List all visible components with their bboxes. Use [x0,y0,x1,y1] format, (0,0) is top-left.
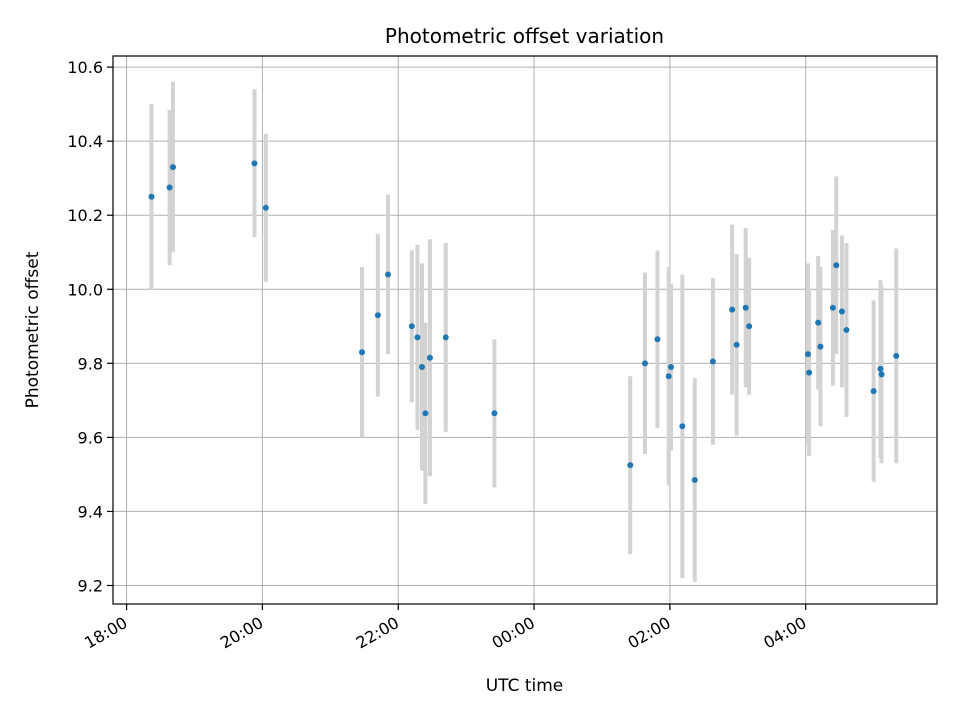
y-tick-label: 9.4 [78,502,103,521]
data-point [838,308,845,315]
data-point [169,164,176,171]
data-point [359,349,366,356]
y-axis-title: Photometric offset [23,251,43,408]
data-point [733,341,740,348]
data-point [843,327,850,333]
data-point [419,364,425,371]
data-point [654,336,661,343]
y-tick-label: 9.6 [78,428,103,447]
data-point [668,364,675,371]
x-axis-title: UTC time [486,676,564,696]
data-point [815,319,822,326]
data-point [442,334,449,341]
data-point [414,334,421,341]
data-point [426,354,433,361]
data-point [833,262,840,269]
data-point [422,410,429,417]
data-point [491,410,498,417]
y-tick-label: 10.6 [67,58,103,77]
y-tick-label: 9.8 [78,354,103,373]
data-point [374,312,381,319]
data-point [385,271,392,278]
data-point [729,306,736,313]
data-point [746,323,753,330]
data-point [691,476,698,483]
data-point [166,184,173,191]
data-point [817,343,824,350]
data-point [251,160,258,167]
data-point [262,204,269,211]
y-tick-label: 10.0 [67,280,103,299]
data-point [870,388,877,395]
data-point [829,304,836,311]
y-tick-label: 10.2 [67,206,103,225]
data-point [709,358,716,365]
data-point [806,369,813,376]
data-point [679,423,686,430]
data-point [878,371,885,378]
data-point [641,360,648,367]
data-point [408,323,415,330]
data-point [893,352,900,359]
data-point [665,373,672,380]
data-point [148,193,155,200]
data-point [627,462,634,469]
y-axis: 9.2 9.4 9.6 9.8 10.0 10.2 10.4 10.6 [67,58,113,595]
data-points [148,160,900,483]
y-tick-label: 10.4 [67,132,103,151]
y-tick-label: 9.2 [78,576,103,595]
data-point [804,351,811,358]
plot-frame [112,55,938,605]
data-point [742,304,749,311]
data-point [877,365,884,372]
chart-title: Photometric offset variation [385,24,664,48]
